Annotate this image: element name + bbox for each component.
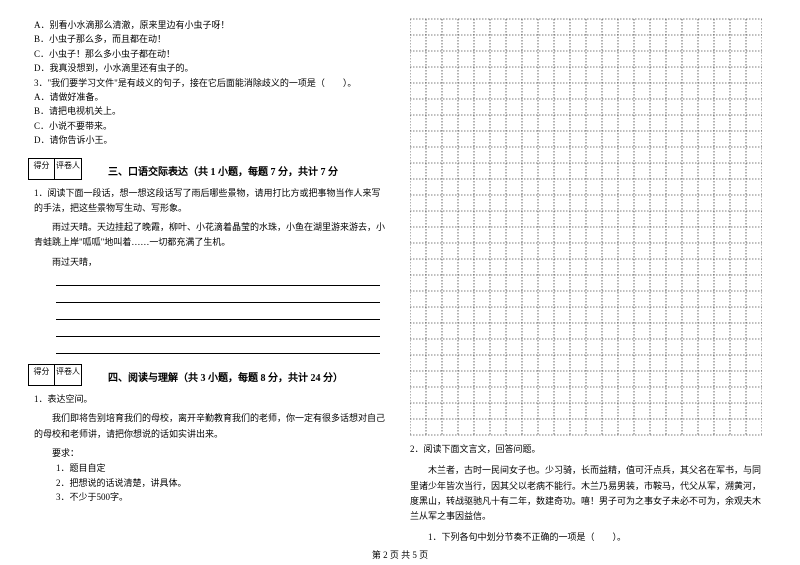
blank-line[interactable] <box>56 304 380 320</box>
page-footer: 第 2 页 共 5 页 <box>0 548 800 561</box>
blank-line[interactable] <box>56 321 380 337</box>
choice-item: D．请你告诉小王。 <box>28 133 386 147</box>
section-4-header: 得分 评卷人 四、阅读与理解（共 3 小题，每题 8 分，共计 24 分） <box>28 364 386 386</box>
requirement-item: 1．题目自定 <box>56 461 386 475</box>
score-box: 得分 评卷人 <box>28 158 82 180</box>
section-3-title: 三、口语交际表达（共 1 小题，每题 7 分，共计 7 分 <box>108 163 338 180</box>
requirement-item: 2．把想说的话说清楚，讲具体。 <box>56 476 386 490</box>
left-column: A．别看小水滴那么清澈，原来里边有小虫子呀！B．小虫子那么多，而且都在动！C．小… <box>28 18 386 540</box>
s3-q1: 1．阅读下面一段话，想一想这段话写了雨后哪些景物，请用打比方或把事物当作人来写的… <box>28 186 386 217</box>
score-cell-1: 得分 <box>29 159 55 179</box>
question-3: 3．"我们要学习文件"是有歧义的句子，接在它后面能消除歧义的一项是（ ）。 <box>28 76 386 90</box>
blank-line[interactable] <box>56 287 380 303</box>
choice-item: C．小虫子！那么多小虫子都在动！ <box>28 47 386 61</box>
blank-line[interactable] <box>56 270 380 286</box>
r-sub1: 1．下列各句中划分节奏不正确的一项是（ ）。 <box>410 530 762 545</box>
r-passage: 木兰者，古时一民间女子也。少习骑，长而益精，值可汗点兵，其父名在军书，与同里诸少… <box>410 463 762 524</box>
s3-rewrite: 雨过天晴， <box>28 255 386 270</box>
section-4-title: 四、阅读与理解（共 3 小题，每题 8 分，共计 24 分） <box>108 369 343 386</box>
choice-item: A．请做好准备。 <box>28 90 386 104</box>
score-cell-2: 评卷人 <box>55 365 81 385</box>
s4-req-label: 要求： <box>28 446 386 461</box>
section-3-header: 得分 评卷人 三、口语交际表达（共 1 小题，每题 7 分，共计 7 分 <box>28 158 386 180</box>
s4-passage: 我们即将告别培育我们的母校，离开辛勤教育我们的老师，你一定有很多话想对自己的母校… <box>28 411 386 442</box>
s4-q1: 1．表达空间。 <box>28 392 386 407</box>
score-cell-2: 评卷人 <box>55 159 81 179</box>
choice-item: D．我真没想到，小水滴里还有虫子的。 <box>28 61 386 75</box>
s3-passage: 雨过天晴。天边挂起了晚霞，柳叶、小花滴着晶莹的水珠，小鱼在湖里游来游去，小青蛙跳… <box>28 220 386 251</box>
choice-item: B．请把电视机关上。 <box>28 104 386 118</box>
r-q2: 2．阅读下面文言文，回答问题。 <box>410 442 762 457</box>
blank-line[interactable] <box>56 338 380 354</box>
right-column: 2．阅读下面文言文，回答问题。 木兰者，古时一民间女子也。少习骑，长而益精，值可… <box>410 18 762 540</box>
score-box: 得分 评卷人 <box>28 364 82 386</box>
choice-item: B．小虫子那么多，而且都在动！ <box>28 32 386 46</box>
choice-item: C．小说不要带来。 <box>28 119 386 133</box>
writing-grid[interactable] <box>410 18 762 436</box>
score-cell-1: 得分 <box>29 365 55 385</box>
requirement-item: 3．不少于500字。 <box>56 490 386 504</box>
choice-item: A．别看小水滴那么清澈，原来里边有小虫子呀！ <box>28 18 386 32</box>
